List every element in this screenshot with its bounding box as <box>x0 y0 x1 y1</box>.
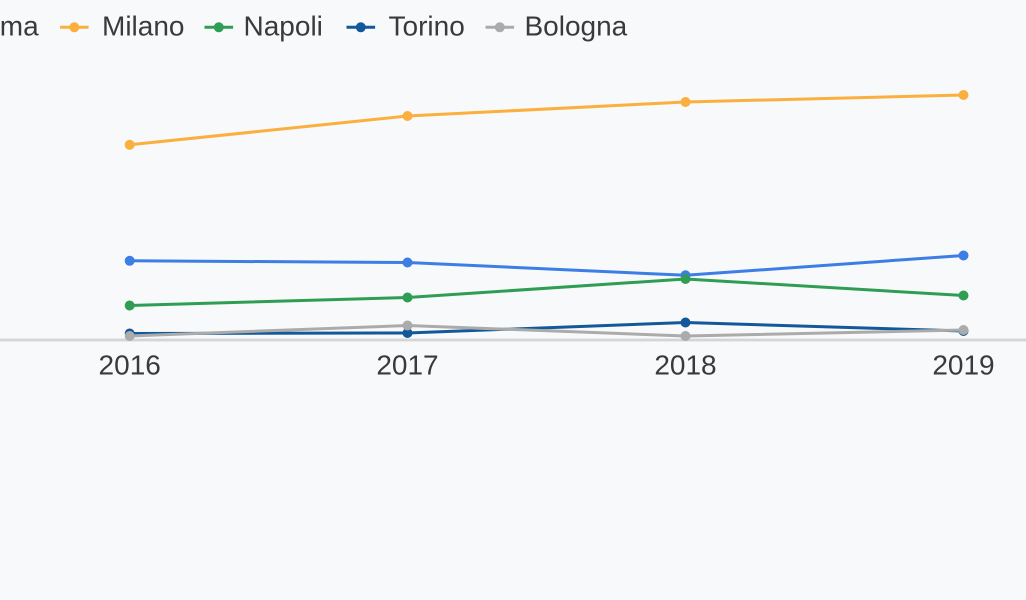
svg-text:2017: 2017 <box>376 350 438 381</box>
svg-text:Bologna: Bologna <box>525 11 628 42</box>
svg-text:2018: 2018 <box>654 350 716 381</box>
svg-text:Napoli: Napoli <box>244 11 323 42</box>
svg-text:2019: 2019 <box>932 350 994 381</box>
svg-text:2016: 2016 <box>99 350 161 381</box>
svg-text:Milano: Milano <box>102 11 184 42</box>
svg-text:Torino: Torino <box>389 11 465 42</box>
svg-text:Roma: Roma <box>0 11 39 42</box>
